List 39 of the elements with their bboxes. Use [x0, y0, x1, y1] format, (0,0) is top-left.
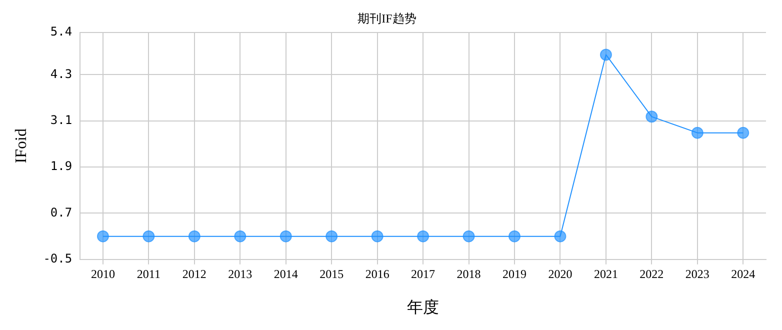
point: [737, 126, 750, 139]
point: [691, 126, 704, 139]
x-tick-label: 2023: [685, 266, 710, 281]
y-tick-label: 4.3: [50, 66, 72, 81]
x-axis-title: 年度: [407, 298, 440, 317]
point: [188, 230, 200, 242]
x-tick-label: 2012: [182, 266, 206, 281]
y-tick-label: 0.7: [50, 205, 72, 220]
x-tick-label: 2014: [274, 266, 298, 281]
x-tick-label: 2013: [228, 266, 252, 281]
point: [142, 230, 155, 242]
x-tick-label: 2016: [365, 266, 390, 281]
y-axis-title: IFoid: [12, 128, 30, 164]
x-tick-label: 2011: [136, 266, 160, 281]
y-tick-label: 5.4: [50, 24, 72, 39]
y-tick-label: -0.5: [43, 252, 72, 266]
x-tick-label: 2017: [411, 266, 436, 281]
point: [646, 110, 658, 123]
point: [554, 230, 566, 242]
x-tick-label: 2019: [502, 266, 527, 281]
x-tick-label: 2015: [320, 266, 344, 281]
x-tick-label: 2020: [548, 266, 572, 281]
point: [326, 230, 338, 242]
point: [417, 230, 430, 242]
point: [462, 230, 475, 242]
x-tick-label: 2022: [640, 266, 664, 281]
point: [234, 230, 246, 242]
point: [96, 230, 109, 242]
chart-title: 期刊IF趋势: [358, 11, 416, 26]
y-tick-label: 3.1: [50, 113, 72, 128]
y-tick-label: 1.9: [50, 159, 72, 174]
x-tick-label: 2010: [90, 266, 115, 281]
x-tick-label: 2024: [731, 266, 756, 281]
x-tick-label: 2021: [594, 266, 618, 281]
point: [508, 230, 521, 242]
point: [371, 230, 384, 242]
point: [280, 230, 292, 242]
x-tick-label: 2018: [456, 266, 481, 281]
point: [600, 48, 612, 61]
